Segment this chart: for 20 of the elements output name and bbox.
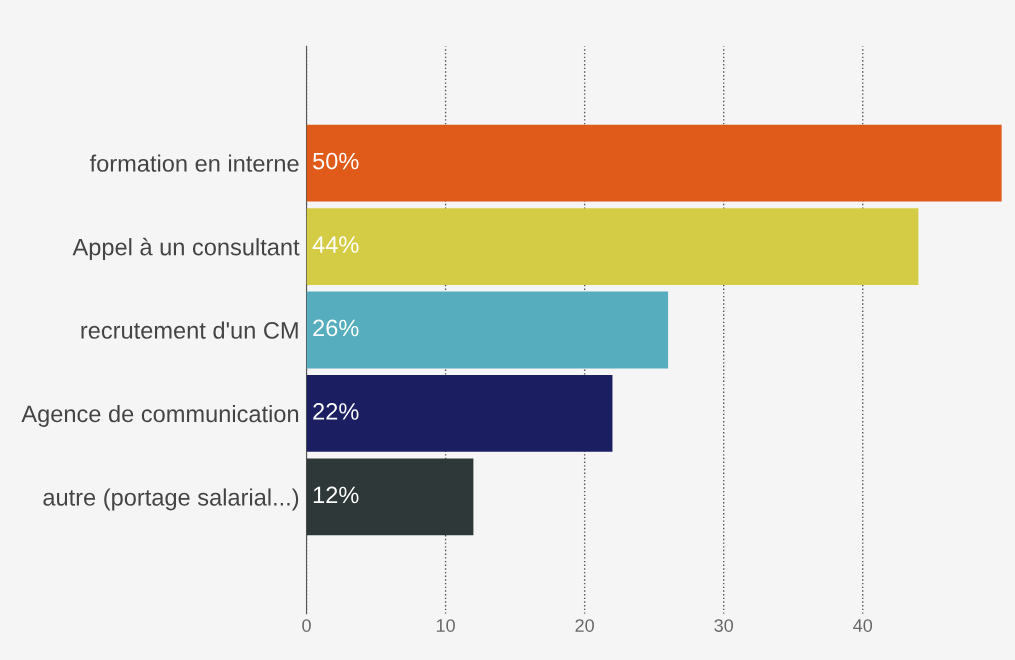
x-tick-label: 10 <box>436 619 455 632</box>
y-tick-label: formation en interne <box>89 154 299 172</box>
bar <box>306 375 613 452</box>
bar <box>306 291 669 369</box>
x-tick-label: 20 <box>575 619 594 632</box>
y-tick-label: Appel à un consultant <box>72 237 300 261</box>
data-label: 50% <box>313 152 359 170</box>
data-label: 26% <box>313 319 359 337</box>
bar <box>306 208 919 285</box>
x-tick-label: 0 <box>302 619 311 632</box>
data-label: 44% <box>312 236 359 253</box>
y-tick-label: autre (portage salarial...) <box>43 488 299 511</box>
x-tick-label: 40 <box>853 619 873 632</box>
y-tick-label: Agence de communication <box>21 404 299 427</box>
x-tick-label: 30 <box>714 619 734 632</box>
bar <box>306 458 474 536</box>
data-label: 22% <box>313 403 359 420</box>
y-tick-label: recrutement d'un CM <box>81 321 298 339</box>
bar <box>306 124 1002 202</box>
data-label: 12% <box>313 486 359 504</box>
